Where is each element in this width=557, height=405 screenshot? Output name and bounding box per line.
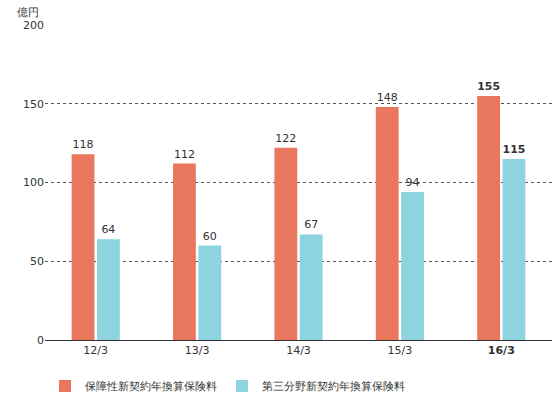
svg-text:64: 64 [101, 223, 115, 236]
svg-text:112: 112 [174, 148, 195, 161]
svg-text:148: 148 [377, 91, 398, 104]
svg-text:200: 200 [23, 19, 44, 32]
svg-text:第三分野新契約年換算保険料: 第三分野新契約年換算保険料 [262, 380, 405, 393]
svg-text:150: 150 [23, 98, 44, 111]
svg-text:保障性新契約年換算保険料: 保障性新契約年換算保険料 [85, 380, 217, 393]
svg-text:16/3: 16/3 [488, 344, 515, 357]
svg-text:118: 118 [73, 138, 94, 151]
svg-text:67: 67 [304, 218, 318, 231]
svg-text:115: 115 [503, 143, 526, 156]
svg-text:155: 155 [477, 80, 500, 93]
svg-text:60: 60 [203, 230, 217, 243]
svg-text:50: 50 [30, 255, 44, 268]
svg-text:94: 94 [406, 176, 420, 189]
svg-text:14/3: 14/3 [286, 344, 311, 357]
svg-text:12/3: 12/3 [83, 344, 108, 357]
svg-text:億円: 億円 [17, 6, 39, 19]
svg-text:13/3: 13/3 [185, 344, 210, 357]
svg-text:15/3: 15/3 [388, 344, 413, 357]
svg-text:0: 0 [37, 334, 44, 347]
svg-text:100: 100 [23, 176, 44, 189]
svg-text:122: 122 [275, 132, 296, 145]
